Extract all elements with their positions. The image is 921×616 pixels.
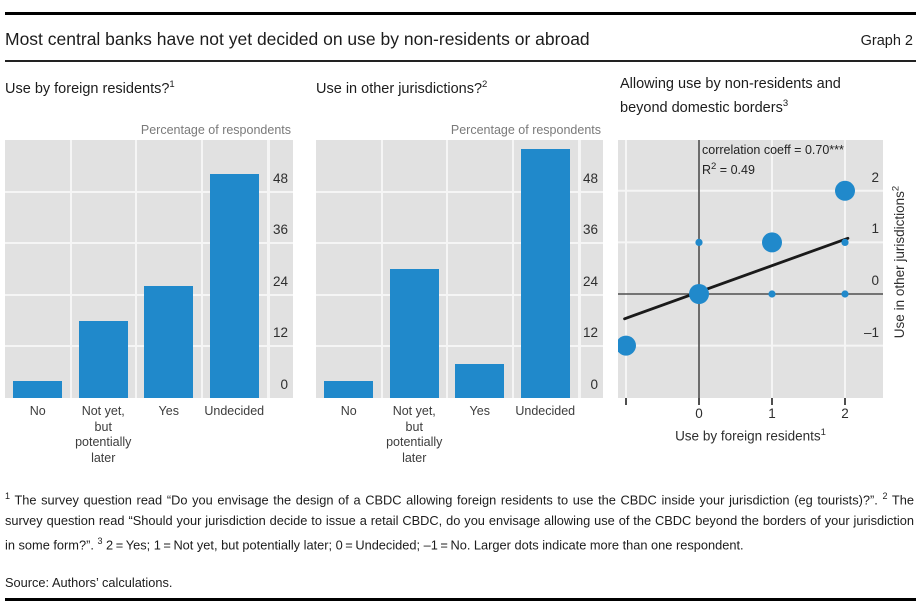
x-axis-label: Use by foreign residents1 xyxy=(675,427,826,444)
y-tick-label: 2 xyxy=(871,169,879,185)
category-label: Not yet, but potentially later xyxy=(386,404,443,465)
y-tick-label: 0 xyxy=(590,377,598,392)
data-point xyxy=(695,238,703,246)
gridline-vertical xyxy=(511,140,514,398)
y-tick-label: 0 xyxy=(280,377,288,392)
footnote-text: 2 = Yes; 1 = Not yet, but potentially la… xyxy=(102,537,744,553)
gridline-vertical xyxy=(69,140,72,398)
gridline-horizontal xyxy=(316,242,603,245)
gridline-vertical xyxy=(380,140,383,398)
panel-title-foreign-residents: Use by foreign residents?1 xyxy=(5,75,285,99)
data-point xyxy=(841,290,849,298)
r-squared: R2 = 0.49 xyxy=(702,160,755,177)
category-label: Not yet, but potentially later xyxy=(75,404,132,465)
y-tick-label: –1 xyxy=(863,324,879,340)
data-point xyxy=(762,232,782,253)
footnote-text: The survey question read “Do you envisag… xyxy=(10,492,883,508)
category-label: Yes xyxy=(469,404,490,418)
category-label: Undecided xyxy=(204,404,265,418)
x-tick-mark xyxy=(698,398,700,405)
bar-not-yet xyxy=(389,269,439,398)
x-tick-label: 1 xyxy=(768,406,776,421)
footnote-marker: 2 xyxy=(482,79,488,90)
bar-yes xyxy=(455,363,505,398)
x-tick-mark xyxy=(844,398,846,405)
bar-chart-other-jurisdictions: 0 12 24 36 48 xyxy=(316,140,603,398)
trend-line xyxy=(623,236,850,321)
y-axis-label: Use in other jurisdictions2 xyxy=(890,185,908,339)
data-point xyxy=(841,238,849,246)
bar-chart-foreign-residents: 0 12 24 36 48 xyxy=(5,140,293,398)
bar-yes xyxy=(144,286,194,398)
y-tick-label: 0 xyxy=(871,273,879,288)
data-point xyxy=(618,335,636,356)
y-tick-label: 48 xyxy=(582,170,598,186)
gridline-horizontal xyxy=(316,293,603,296)
y-tick-label: 1 xyxy=(871,221,879,237)
category-label: Undecided xyxy=(515,404,576,418)
x-tick-mark xyxy=(771,398,773,405)
bottom-rule xyxy=(5,598,916,601)
correlation-coefficient: correlation coeff = 0.70*** xyxy=(702,143,844,157)
top-rule xyxy=(5,12,916,15)
category-label: No xyxy=(29,404,46,418)
x-tick-label: 0 xyxy=(695,406,703,421)
panel-title-text: Allowing use by non-residents and beyond… xyxy=(620,76,841,116)
footnote-text: The survey question read “Should your ju… xyxy=(5,492,914,553)
panel-title-text: Use by foreign residents? xyxy=(5,80,170,97)
gridline-vertical xyxy=(200,140,203,398)
footnote-marker: 1 xyxy=(169,79,175,90)
bar-no xyxy=(324,380,374,398)
source-note: Source: Authors’ calculations. xyxy=(5,575,173,590)
bar-not-yet xyxy=(78,320,128,398)
graph-number-label: Graph 2 xyxy=(860,33,913,49)
footnote-marker: 3 xyxy=(782,98,789,109)
x-tick-label: 2 xyxy=(841,406,849,421)
axis-unit-label: Percentage of respondents xyxy=(450,123,601,137)
y-tick-label: 24 xyxy=(582,273,598,289)
y-tick-label: 48 xyxy=(272,170,288,186)
x-tick-mark xyxy=(625,398,627,405)
footnote-marker: 3 xyxy=(97,536,103,547)
panel-title-non-residents: Allowing use by non-residents and beyond… xyxy=(620,75,872,118)
footnote-marker: 1 xyxy=(5,491,11,501)
correlation-annotation: correlation coeff = 0.70*** R2 = 0.49 xyxy=(702,142,844,178)
category-label: No xyxy=(340,404,357,418)
data-point xyxy=(768,290,776,298)
y-tick-label: 24 xyxy=(272,273,288,289)
gridline-horizontal xyxy=(5,242,293,245)
panel-title-other-jurisdictions: Use in other jurisdictions?2 xyxy=(316,75,596,99)
gridline-horizontal xyxy=(316,190,603,193)
gridline-horizontal xyxy=(5,190,293,193)
y-tick-label: 12 xyxy=(582,325,598,341)
gridline-vertical xyxy=(135,140,137,398)
scatter-plot-correlation xyxy=(618,140,883,398)
y-tick-label: 36 xyxy=(582,222,598,238)
gridline-vertical xyxy=(578,140,581,398)
header-rule xyxy=(5,60,916,62)
data-point xyxy=(835,180,855,201)
footnotes: 1 The survey question read “Do you envis… xyxy=(5,486,914,556)
bar-undecided xyxy=(209,174,259,398)
gridline-vertical xyxy=(446,140,448,398)
y-tick-label: 12 xyxy=(272,325,288,341)
axis-unit-label: Percentage of respondents xyxy=(140,123,291,137)
panel-title-text: Use in other jurisdictions? xyxy=(316,80,483,97)
data-point xyxy=(689,284,709,304)
bar-undecided xyxy=(520,148,570,398)
y-tick-label: 36 xyxy=(272,222,288,238)
graph-title: Most central banks have not yet decided … xyxy=(5,29,590,49)
gridline-horizontal xyxy=(316,345,603,348)
footnote-marker: 2 xyxy=(882,491,888,501)
gridline-vertical xyxy=(267,140,270,398)
category-label: Yes xyxy=(158,404,179,418)
bar-no xyxy=(13,380,63,398)
